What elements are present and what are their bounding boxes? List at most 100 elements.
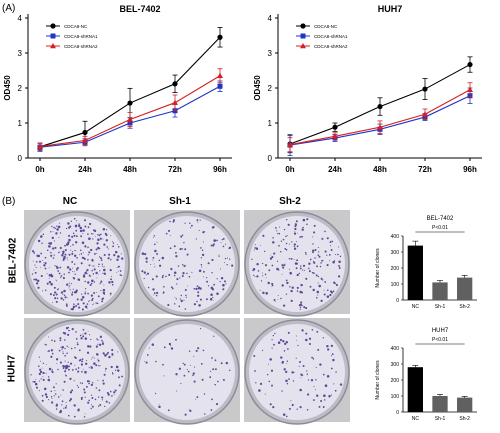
chart-1-series-0-point-4	[467, 61, 473, 68]
chart-2-xtick-label-0: NC	[412, 304, 420, 310]
chart-0-legend-label-0: CDCA8-NC	[64, 24, 88, 29]
chart-1-series-0-point-3	[422, 86, 428, 92]
colony-row-label-bel7402: BEL-7402	[7, 237, 19, 284]
chart-1-series-0-point-1	[332, 124, 338, 130]
chart-0-ytick-label-3: 3	[18, 49, 23, 58]
chart-0-legend-marker-2	[50, 43, 56, 49]
colony-dish-plate-r1-c0	[29, 324, 125, 420]
chart-0-series-0-point-2	[127, 100, 133, 106]
chart-0-title: BEL-7402	[119, 4, 160, 14]
chart-3-bar-0	[407, 367, 423, 412]
chart-0-ytick-label-1: 1	[18, 119, 23, 128]
chart-1-legend-label-1: CDCA8-shRNA1	[314, 34, 348, 39]
chart-1-series-2-point-3	[422, 111, 428, 117]
chart-1-xtick-label-1: 24h	[328, 165, 342, 174]
chart-0-series-1-point-4	[217, 83, 223, 89]
chart-0-xtick-label-0: 0h	[35, 165, 44, 174]
chart-2-ytick-label-4: 400	[391, 234, 400, 240]
chart-0-series-0-point-4	[217, 34, 223, 40]
colony-dish-plate-r0-c0	[29, 216, 125, 312]
colony-dish-r1-c2	[244, 318, 350, 425]
chart-0-xtick-label-3: 72h	[168, 165, 182, 174]
chart-1-ytick-label-3: 3	[268, 49, 273, 58]
chart-1-series-2-point-1	[332, 133, 338, 139]
colony-dish-r1-c1	[134, 318, 240, 425]
chart-1-ylabel: OD450	[253, 75, 262, 101]
chart-1-ytick-label-0: 0	[268, 154, 273, 163]
colony-dots-r0-c1	[141, 219, 234, 310]
chart-3-ytick-label-4: 400	[391, 346, 400, 352]
chart-0-series-2-point-4	[217, 72, 223, 78]
chart-0-ytick-label-0: 0	[18, 154, 23, 163]
colony-title-sh1: Sh-1	[169, 196, 191, 207]
chart-1-legend-marker-0	[300, 23, 306, 29]
chart-2-ylabel: Number of clones	[375, 248, 381, 288]
colony-dots-r0-c2	[251, 218, 342, 310]
chart-0-series-2-point-2	[127, 116, 133, 122]
panel-b-label: (B)	[2, 196, 16, 207]
chart-2-ytick-label-0: 0	[396, 298, 399, 304]
chart-3-ytick-label-2: 200	[391, 378, 400, 384]
chart-1-series-0	[287, 56, 473, 154]
chart-3-ytick-label-3: 300	[391, 362, 400, 368]
chart-1-series-2-point-4	[467, 86, 473, 92]
chart-0-legend-marker-1	[50, 33, 56, 39]
chart-0-series-2-point-3	[172, 99, 178, 105]
chart-0-ytick-label-2: 2	[18, 84, 23, 93]
colony-dish-grid	[24, 210, 350, 425]
bar-chart-huh7: HUH7 0 100 200 300 400 Number of clones NC Sh-1 S…	[375, 328, 477, 422]
chart-1-ytick-label-2: 2	[268, 84, 273, 93]
chart-2-ytick-label-2: 200	[391, 266, 400, 272]
chart-3-ytick-label-1: 100	[391, 394, 400, 400]
chart-0-legend-label-2: CDCA8-shRNA2	[64, 44, 98, 49]
chart-2-bar-2	[457, 277, 473, 300]
chart-0-series-2-point-1	[82, 137, 88, 143]
chart-2-bar-1	[432, 282, 448, 300]
chart-0-series-2	[37, 68, 223, 151]
chart-0-series-0-point-3	[172, 81, 178, 87]
chart-3-xtick-label-0: NC	[412, 416, 420, 422]
colony-title-nc: NC	[62, 196, 78, 207]
chart-1-series-2-point-0	[287, 141, 293, 147]
chart-1-title: HUH7	[378, 4, 403, 14]
chart-1-xtick-label-3: 72h	[418, 165, 432, 174]
chart-0-xtick-label-1: 24h	[78, 165, 92, 174]
chart-0-xtick-label-2: 48h	[123, 165, 137, 174]
chart-3-xtick-label-2: Sh-2	[459, 416, 470, 422]
chart-1-xtick-label-4: 96h	[463, 165, 477, 174]
chart-1-xtick-label-0: 0h	[285, 165, 294, 174]
chart-2-bar-0	[407, 245, 423, 300]
chart-3-bar-1	[432, 396, 448, 412]
colony-dish-r1-c0	[24, 318, 130, 425]
chart-3-ylabel: Number of clones	[375, 360, 381, 400]
chart-1-legend-marker-2	[300, 43, 306, 49]
chart-1-series-2-point-2	[377, 124, 383, 130]
chart-0-series-2-point-0	[37, 143, 43, 149]
chart-3-bar-2	[457, 397, 473, 412]
chart-1-legend-label-2: CDCA8-shRNA2	[314, 44, 348, 49]
chart-1-xtick-label-2: 48h	[373, 165, 387, 174]
chart-1-legend-label-0: CDCA8-NC	[314, 24, 338, 29]
chart-2-xtick-label-1: Sh-1	[435, 304, 446, 310]
chart-0-series-0-point-1	[82, 129, 88, 136]
chart-3-title: HUH7	[432, 328, 449, 334]
chart-3-xtick-label-1: Sh-1	[435, 416, 446, 422]
colony-dish-r0-c1	[134, 210, 240, 317]
chart-0-xtick-label-4: 96h	[213, 165, 227, 174]
chart-2-annotation: P<0.01	[432, 225, 448, 231]
chart-0-legend-marker-0	[50, 23, 56, 29]
chart-2-title: BEL-7402	[427, 216, 454, 222]
colony-dish-plate-r1-c1	[139, 324, 235, 420]
colony-dish-plate-r0-c1	[139, 216, 235, 312]
colony-dots-r0-c0	[31, 217, 124, 311]
chart-2-ytick-label-1: 100	[391, 282, 400, 288]
chart-3-ytick-label-0: 0	[396, 410, 399, 416]
chart-1-series-0-point-2	[377, 103, 383, 110]
colony-dish-r0-c0	[24, 210, 130, 317]
chart-0-ylabel: OD450	[3, 75, 12, 101]
chart-1-series-2	[287, 82, 473, 153]
chart-1-ytick-label-4: 4	[268, 14, 273, 23]
chart-2-ytick-label-3: 300	[391, 250, 400, 256]
chart-1-legend-marker-1	[300, 33, 306, 39]
